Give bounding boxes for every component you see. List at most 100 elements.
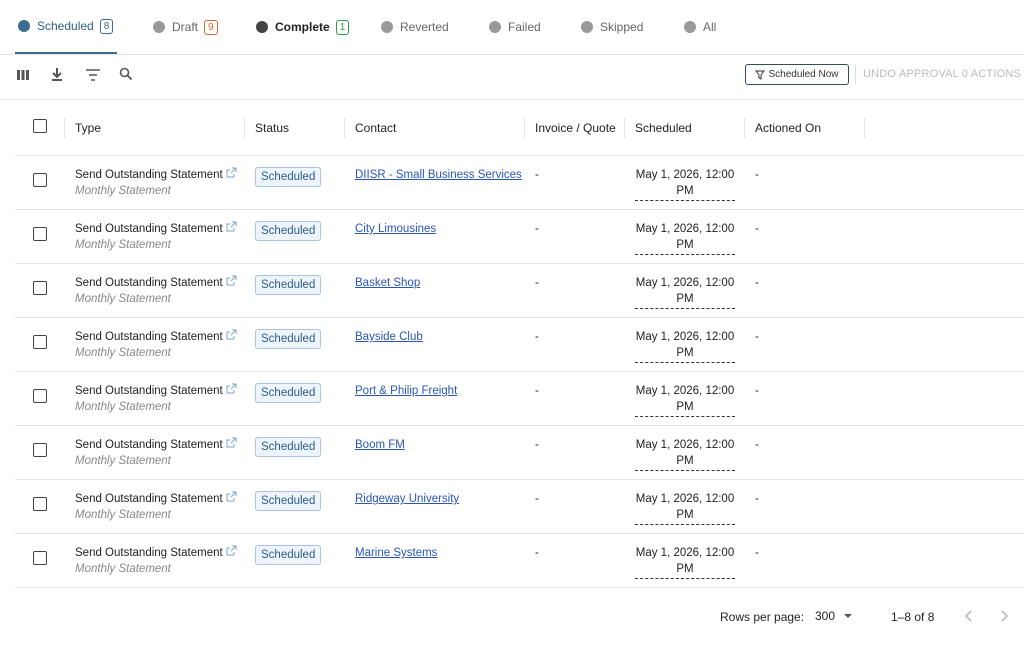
invoice-cell: - — [525, 479, 625, 534]
checkbox[interactable] — [33, 443, 47, 457]
checkbox-cell — [15, 371, 65, 426]
header-filler — [865, 100, 1024, 156]
type-cell: Send Outstanding Statement Monthly State… — [65, 479, 245, 534]
tab[interactable]: Skipped — [580, 0, 643, 54]
search-icon[interactable] — [119, 67, 133, 81]
contact-link[interactable]: DIISR - Small Business Services — [355, 169, 522, 181]
checkbox[interactable] — [33, 497, 47, 511]
checkbox[interactable] — [33, 119, 47, 133]
tab-icon — [581, 21, 593, 33]
rows-per-page-label: Rows per page: — [720, 610, 805, 624]
status-cell: Scheduled — [245, 479, 345, 534]
row-filler — [865, 155, 1024, 210]
tab[interactable]: Scheduled 8 — [15, 0, 118, 54]
contact-link[interactable]: Basket Shop — [355, 277, 421, 289]
tab[interactable]: Draft 9 — [152, 0, 218, 54]
subtype: Monthly Statement — [75, 509, 171, 521]
checkbox-cell — [15, 533, 65, 588]
contact-link[interactable]: Boom FM — [355, 439, 405, 451]
type-cell: Send Outstanding Statement Monthly State… — [65, 263, 245, 318]
status-cell: Scheduled — [245, 371, 345, 426]
contact-link[interactable]: Bayside Club — [355, 331, 423, 343]
row-filler — [865, 425, 1024, 480]
download-icon[interactable] — [50, 67, 64, 81]
contact-cell: Bayside Club — [345, 317, 525, 372]
type-line: Send Outstanding Statement — [75, 491, 245, 507]
checkbox-cell — [15, 479, 65, 534]
external-link-icon[interactable] — [226, 491, 237, 502]
table-row: Send Outstanding Statement Monthly State… — [15, 371, 1024, 426]
rows-per-page-select[interactable]: 300 — [815, 609, 836, 623]
tab-label: Draft — [172, 20, 199, 34]
subtype: Monthly Statement — [75, 293, 171, 305]
external-link-icon[interactable] — [226, 437, 237, 448]
tab-label: Reverted — [400, 20, 449, 34]
checkbox[interactable] — [33, 389, 47, 403]
contact-cell: DIISR - Small Business Services — [345, 155, 525, 210]
tab[interactable]: All — [683, 0, 716, 54]
scheduled-cell: May 1, 2026, 12:00 PM — [625, 155, 745, 210]
tab-icon — [489, 21, 501, 33]
checkbox[interactable] — [33, 335, 47, 349]
type-line: Send Outstanding Statement — [75, 221, 245, 237]
external-link-icon[interactable] — [226, 545, 237, 556]
contact-link[interactable]: Marine Systems — [355, 547, 438, 559]
contact-link[interactable]: City Limousines — [355, 223, 437, 235]
scheduled-cell: May 1, 2026, 12:00 PM — [625, 209, 745, 264]
external-link-icon[interactable] — [226, 383, 237, 394]
tab[interactable]: Reverted — [380, 0, 449, 54]
status-cell: Scheduled — [245, 533, 345, 588]
contact-cell: Ridgeway University — [345, 479, 525, 534]
type: Send Outstanding Statement — [75, 493, 223, 505]
scheduled-date: May 1, 2026, 12:00 PM — [635, 329, 735, 363]
filter-button[interactable]: Scheduled Now — [745, 64, 849, 85]
prev-page[interactable] — [964, 609, 974, 623]
external-link-icon[interactable] — [226, 275, 237, 286]
next-page[interactable] — [999, 609, 1009, 623]
table-row: Send Outstanding Statement Monthly State… — [15, 533, 1024, 588]
scheduled-date: May 1, 2026, 12:00 PM — [635, 437, 735, 471]
actioned-cell: - — [745, 263, 865, 318]
type-line: Send Outstanding Statement — [75, 437, 245, 453]
type: Send Outstanding Statement — [75, 547, 223, 559]
invoice-cell: - — [525, 425, 625, 480]
tab[interactable]: Failed — [488, 0, 541, 54]
type-line: Send Outstanding Statement — [75, 329, 245, 345]
tab[interactable]: Complete 1 — [255, 0, 350, 54]
subtype: Monthly Statement — [75, 347, 171, 359]
checkbox[interactable] — [33, 281, 47, 295]
checkbox[interactable] — [33, 551, 47, 565]
external-link-icon[interactable] — [226, 329, 237, 340]
type: Send Outstanding Statement — [75, 331, 223, 343]
subtype: Monthly Statement — [75, 185, 171, 197]
subtype: Monthly Statement — [75, 401, 171, 413]
table-row: Send Outstanding Statement Monthly State… — [15, 209, 1024, 264]
scheduled-date: May 1, 2026, 12:00 PM — [635, 167, 735, 201]
checkbox-cell — [15, 209, 65, 264]
checkbox[interactable] — [33, 227, 47, 241]
tab-label: Complete — [275, 20, 330, 34]
contact-cell: Boom FM — [345, 425, 525, 480]
contact-link[interactable]: Port & Philip Freight — [355, 385, 458, 397]
invoice-cell: - — [525, 371, 625, 426]
type-cell: Send Outstanding Statement Monthly State… — [65, 425, 245, 480]
columns-icon[interactable] — [16, 68, 30, 82]
checkbox[interactable] — [33, 173, 47, 187]
scheduled-date: May 1, 2026, 12:00 PM — [635, 275, 735, 309]
actioned-cell: - — [745, 479, 865, 534]
table-row: Send Outstanding Statement Monthly State… — [15, 479, 1024, 534]
external-link-icon[interactable] — [226, 167, 237, 178]
filter-icon[interactable] — [85, 68, 101, 82]
type-line: Send Outstanding Statement — [75, 275, 245, 291]
contact-link[interactable]: Ridgeway University — [355, 493, 460, 505]
table-row: Send Outstanding Statement Monthly State… — [15, 317, 1024, 372]
contact-cell: Port & Philip Freight — [345, 371, 525, 426]
external-link-icon[interactable] — [226, 221, 237, 232]
actioned-cell: - — [745, 317, 865, 372]
type: Send Outstanding Statement — [75, 439, 223, 451]
type-cell: Send Outstanding Statement Monthly State… — [65, 533, 245, 588]
column-header: Type — [65, 100, 245, 156]
actioned-cell: - — [745, 371, 865, 426]
undo-button[interactable]: UNDO APPROVAL 0 ACTIONS — [855, 64, 1021, 84]
table-row: Send Outstanding Statement Monthly State… — [15, 425, 1024, 480]
